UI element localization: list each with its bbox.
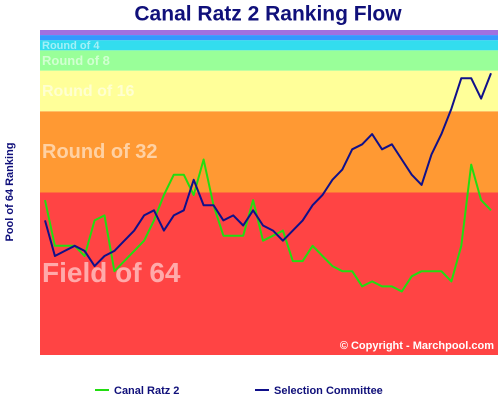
y-axis-label: Pool of 64 Ranking (4, 142, 16, 241)
band (40, 192, 498, 355)
band-label: Round of 16 (42, 83, 135, 100)
legend: Canal Ratz 2 Selection Committee (95, 385, 383, 397)
copyright: © Copyright - Marchpool.com (340, 340, 494, 352)
band (40, 111, 498, 193)
chart-title: Canal Ratz 2 Ranking Flow (134, 3, 402, 26)
band-label: Round of 8 (42, 53, 110, 68)
legend-label: Canal Ratz 2 (114, 385, 179, 397)
band (40, 35, 498, 41)
series-line (44, 72, 492, 268)
legend-label: Selection Committee (274, 385, 383, 397)
series-line (44, 158, 492, 293)
band-label: Field of 64 (42, 257, 181, 288)
band-label: Round of 4 (42, 40, 100, 52)
plot-area: Field of 64 Round of 32 Round of 16 Round o… (40, 30, 498, 355)
band (40, 50, 498, 71)
band (40, 30, 498, 36)
band (40, 40, 498, 51)
band-label: Round of 32 (42, 141, 158, 163)
band (40, 70, 498, 112)
